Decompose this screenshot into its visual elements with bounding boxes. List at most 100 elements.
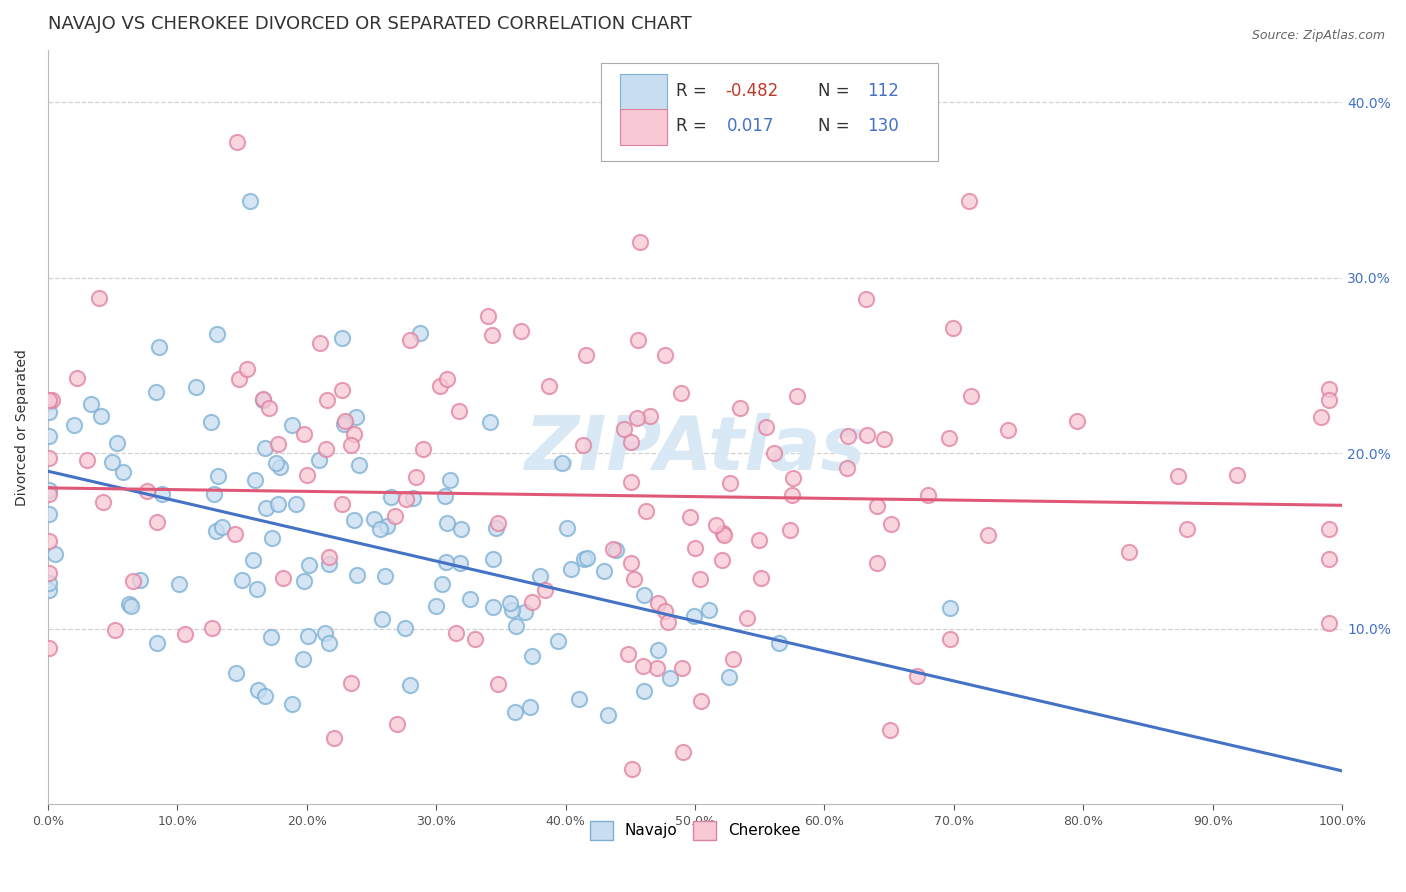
Point (620, 475, 643, 490)
Point (405, 470, 427, 484)
Point (1175, 522, 1198, 536)
Point (252, 392, 274, 406)
Point (713, 528, 735, 542)
Point (294, 426, 316, 441)
Point (957, 194, 980, 208)
Point (657, 615, 679, 629)
Point (368, 522, 391, 536)
Point (482, 552, 505, 566)
Point (960, 389, 983, 403)
Point (330, 331, 353, 345)
Point (146, 636, 169, 650)
Point (697, 603, 720, 617)
Text: N =: N = (818, 117, 855, 135)
Point (167, 577, 190, 591)
Point (267, 437, 290, 451)
Point (204, 524, 226, 539)
Point (779, 523, 801, 537)
Point (318, 557, 340, 571)
Point (645, 660, 668, 674)
Point (308, 452, 330, 467)
Point (246, 582, 269, 596)
Point (121, 574, 143, 588)
Point (486, 677, 509, 691)
Point (672, 745, 695, 759)
Point (689, 572, 711, 586)
Point (145, 515, 167, 529)
Point (596, 708, 619, 723)
Point (1317, 522, 1340, 536)
Point (243, 474, 266, 488)
Point (647, 596, 669, 610)
Point (333, 414, 356, 428)
Point (38, 507, 60, 521)
Text: R =: R = (676, 82, 711, 100)
Point (735, 611, 758, 625)
Point (730, 401, 752, 415)
Point (38, 576, 60, 591)
Point (1317, 392, 1340, 407)
Point (879, 517, 901, 532)
Point (363, 512, 385, 526)
Point (1066, 414, 1088, 428)
Point (384, 508, 406, 523)
Point (297, 629, 319, 643)
Point (385, 716, 408, 731)
Point (318, 636, 340, 650)
Point (879, 723, 901, 737)
Point (486, 516, 509, 531)
Point (748, 533, 770, 548)
Point (679, 509, 702, 524)
Point (449, 556, 471, 570)
Point (537, 379, 560, 393)
Point (942, 320, 965, 334)
Point (91, 494, 114, 508)
Point (1317, 382, 1340, 396)
Point (482, 599, 505, 614)
Point (669, 385, 692, 400)
Point (711, 553, 734, 567)
FancyBboxPatch shape (620, 109, 666, 145)
Point (717, 670, 740, 684)
Point (479, 415, 502, 429)
Y-axis label: Divorced or Separated: Divorced or Separated (15, 349, 30, 506)
Point (38, 429, 60, 443)
Point (38, 583, 60, 598)
Point (38, 487, 60, 501)
Point (264, 456, 287, 470)
Point (254, 501, 277, 516)
Point (340, 438, 363, 452)
Point (409, 326, 432, 341)
Point (226, 135, 249, 149)
Point (534, 583, 557, 598)
Point (763, 446, 786, 460)
Point (309, 335, 332, 350)
Text: 130: 130 (868, 117, 898, 135)
Point (103, 623, 125, 637)
Point (174, 626, 197, 640)
Point (225, 665, 247, 680)
Point (626, 410, 648, 425)
Point (200, 415, 222, 429)
Point (398, 678, 420, 692)
Point (780, 487, 803, 501)
Point (202, 487, 225, 501)
Point (555, 521, 578, 535)
Point (627, 333, 650, 347)
Point (782, 471, 804, 485)
Point (856, 428, 879, 442)
Point (120, 599, 142, 613)
Point (658, 671, 681, 685)
Point (38, 405, 60, 419)
Point (638, 409, 661, 423)
Point (316, 392, 339, 407)
Point (118, 597, 141, 611)
Point (252, 392, 274, 407)
Point (343, 427, 366, 442)
Point (976, 528, 998, 542)
Point (605, 543, 627, 558)
Point (375, 519, 398, 533)
Point (835, 460, 858, 475)
Point (1226, 467, 1249, 482)
Point (450, 522, 472, 536)
